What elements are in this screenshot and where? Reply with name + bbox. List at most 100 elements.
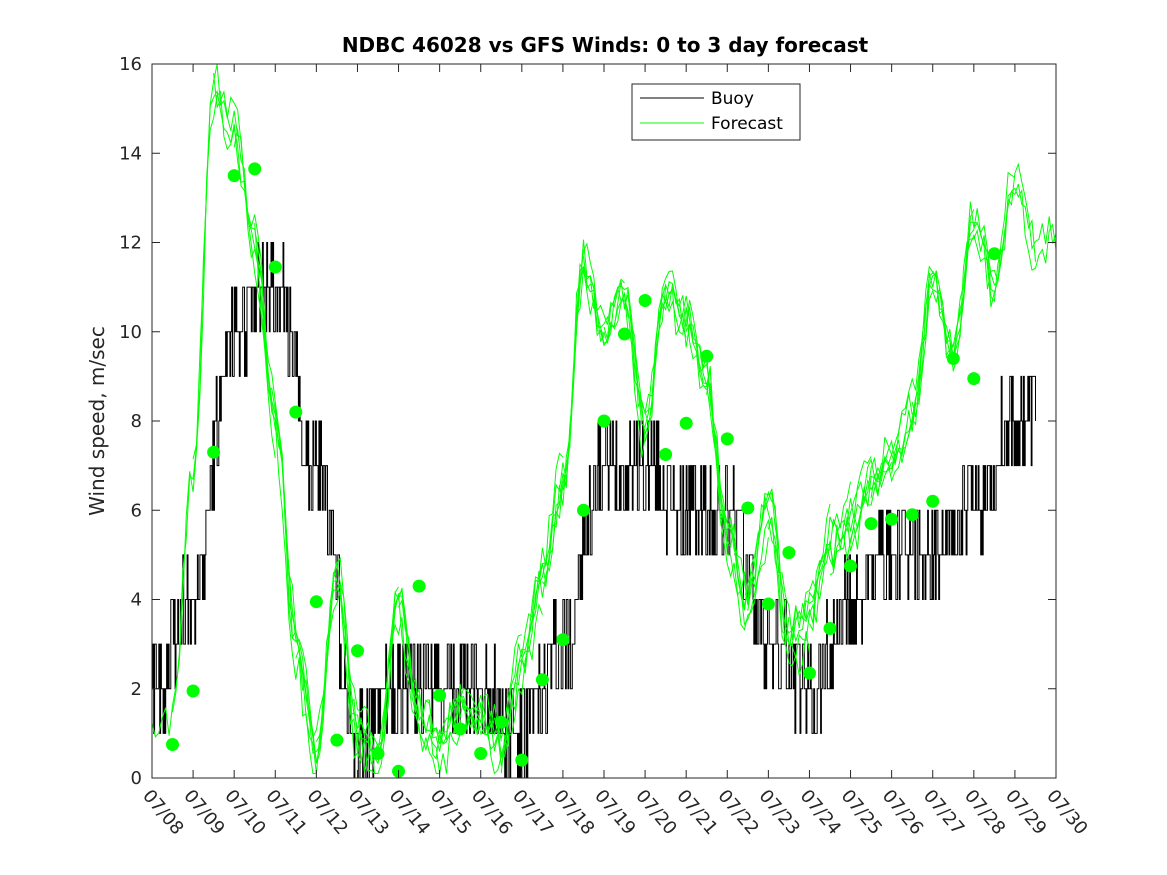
analysis-point <box>166 738 179 751</box>
analysis-point <box>885 512 899 526</box>
x-tick-label: 07/23 <box>755 786 804 839</box>
y-tick-label: 10 <box>119 322 142 343</box>
forecast-line <box>274 405 399 763</box>
x-tick-label: 07/17 <box>508 786 557 839</box>
forecast-line <box>665 283 790 646</box>
forecast-line <box>583 256 708 443</box>
analysis-point <box>248 162 262 176</box>
y-tick-label: 12 <box>119 233 142 254</box>
analysis-point <box>926 494 940 508</box>
analysis-point <box>577 503 590 517</box>
chart-title: NDBC 46028 vs GFS Winds: 0 to 3 day fore… <box>342 33 869 57</box>
forecast-line <box>315 582 440 774</box>
analysis-point <box>803 666 816 680</box>
x-tick-label: 07/15 <box>426 786 475 839</box>
analysis-point <box>351 644 364 658</box>
x-tick-label: 07/11 <box>261 786 310 839</box>
y-tick-label: 8 <box>131 411 142 432</box>
forecast-line <box>706 366 831 640</box>
forecast-line <box>377 587 502 752</box>
analysis-point <box>782 546 796 560</box>
x-tick-label: 07/26 <box>878 786 927 839</box>
forecast-line <box>624 283 749 611</box>
analysis-point <box>741 501 755 515</box>
analysis-point <box>330 733 344 747</box>
y-axis: 0 2 4 6 8 10 12 14 16 <box>119 54 1056 789</box>
analysis-point <box>823 622 837 635</box>
x-tick-label: 07/24 <box>796 786 845 839</box>
y-tick-label: 6 <box>131 500 142 521</box>
x-tick-label: 07/09 <box>179 786 228 839</box>
analysis-point <box>700 349 714 363</box>
x-tick-label: 07/25 <box>837 786 886 839</box>
analysis-point <box>967 372 981 386</box>
y-tick-label: 14 <box>119 143 142 164</box>
forecast-line <box>788 393 913 654</box>
analysis-point <box>371 747 385 760</box>
forecast-line <box>870 221 995 499</box>
forecast-line <box>952 162 1057 364</box>
forecast-line <box>932 187 1057 372</box>
forecast-line <box>151 90 276 738</box>
forecast-line <box>685 299 810 676</box>
analysis-point <box>618 327 631 341</box>
y-tick-label: 16 <box>119 54 142 75</box>
analysis-point <box>987 247 1001 261</box>
analysis-point <box>761 597 775 611</box>
y-tick-label: 0 <box>131 768 142 789</box>
analysis-point <box>844 559 857 573</box>
analysis-point <box>535 673 549 687</box>
analysis-point <box>453 722 467 736</box>
x-tick-label: 07/08 <box>138 786 187 839</box>
analysis-point <box>720 432 734 446</box>
x-tick-label: 07/29 <box>1001 786 1050 839</box>
analysis-point <box>186 684 200 698</box>
forecast-line <box>541 266 667 588</box>
legend: Buoy Forecast <box>631 83 801 141</box>
x-tick-label: 07/20 <box>631 786 680 839</box>
analysis-point <box>864 517 878 531</box>
analysis-point <box>289 405 303 419</box>
analysis-point <box>638 294 652 307</box>
forecast-line <box>809 265 934 633</box>
x-tick-label: 07/28 <box>960 786 1009 839</box>
analysis-point <box>494 715 508 729</box>
x-tick-label: 07/13 <box>344 786 393 839</box>
forecast-line <box>172 64 297 713</box>
analysis-point <box>556 633 570 647</box>
analysis-points <box>166 162 1001 778</box>
x-tick-label: 07/30 <box>1042 786 1091 839</box>
analysis-point <box>905 508 919 522</box>
forecast-line <box>911 183 1036 418</box>
forecast-line <box>727 481 851 634</box>
analysis-point <box>309 595 323 609</box>
analysis-point <box>946 352 960 365</box>
forecast-line <box>767 461 893 659</box>
x-tick-label: 07/12 <box>303 786 352 839</box>
analysis-point <box>227 169 241 183</box>
forecast-line <box>418 602 543 775</box>
x-tick-label: 07/21 <box>672 786 721 839</box>
analysis-point <box>207 445 221 459</box>
forecast-line <box>829 283 954 576</box>
analysis-point <box>679 416 693 430</box>
y-axis-title: Wind speed, m/sec <box>85 326 109 516</box>
legend-buoy-label: Buoy <box>711 89 754 109</box>
analysis-point <box>474 747 488 760</box>
x-tick-label: 07/19 <box>590 786 639 839</box>
forecast-line <box>459 266 584 756</box>
y-tick-label: 2 <box>131 679 142 700</box>
x-tick-label: 07/16 <box>467 786 516 839</box>
analysis-point <box>412 579 426 593</box>
analysis-point <box>515 753 529 767</box>
analysis-point <box>433 688 447 702</box>
forecast-line <box>747 456 872 645</box>
x-tick-label: 07/14 <box>385 786 434 839</box>
y-tick-label: 4 <box>131 590 142 611</box>
legend-forecast-label: Forecast <box>711 114 783 134</box>
legend-box <box>631 83 801 141</box>
x-tick-label: 07/27 <box>919 786 968 839</box>
analysis-point <box>597 414 611 428</box>
analysis-point <box>659 448 673 461</box>
